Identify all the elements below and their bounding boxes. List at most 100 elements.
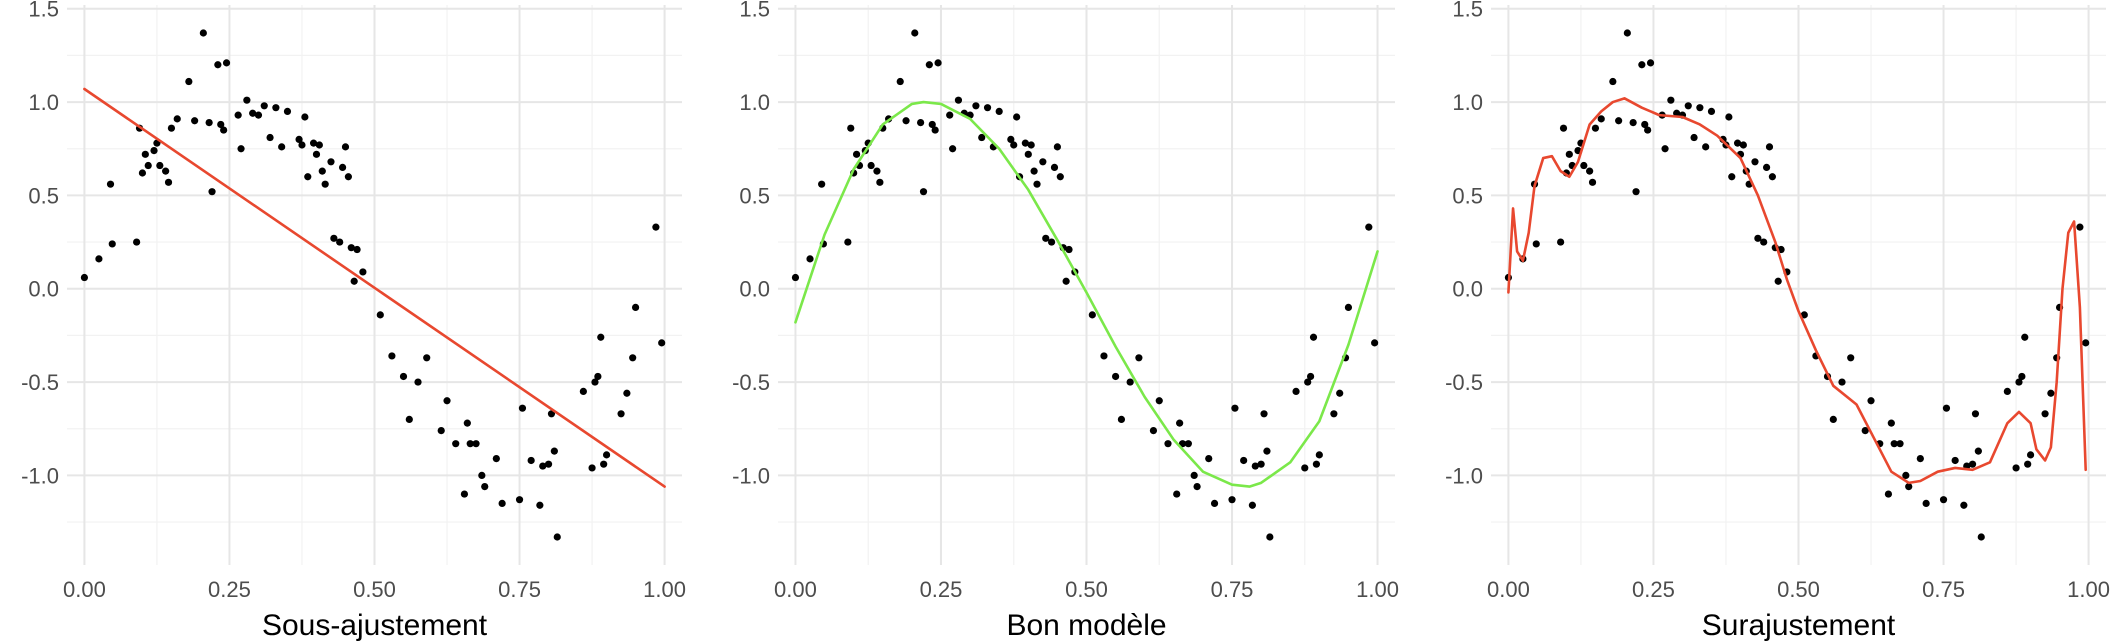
data-point xyxy=(617,410,625,418)
data-point xyxy=(818,180,826,188)
data-point xyxy=(791,273,800,282)
data-point xyxy=(173,115,181,123)
data-point xyxy=(1661,145,1669,153)
data-point xyxy=(309,139,318,147)
fit-curve xyxy=(83,87,666,488)
data-point xyxy=(553,533,561,541)
data-point xyxy=(591,378,599,386)
data-point xyxy=(388,352,396,360)
data-point xyxy=(931,126,939,134)
data-point xyxy=(527,456,535,465)
data-point xyxy=(1033,180,1041,188)
data-point xyxy=(978,133,986,142)
data-point xyxy=(1251,462,1259,470)
data-point xyxy=(1193,483,1201,491)
data-point xyxy=(1673,109,1681,117)
data-point xyxy=(1861,427,1869,435)
data-point xyxy=(844,238,852,246)
data-point xyxy=(1968,460,1977,468)
scatter-points xyxy=(1504,29,2090,541)
data-point xyxy=(1597,115,1605,123)
x-tick-label: 0.00 xyxy=(774,577,817,602)
data-point xyxy=(1591,124,1600,132)
data-point xyxy=(919,188,928,196)
data-point xyxy=(2076,223,2084,231)
y-tick-label: 1.0 xyxy=(28,90,59,115)
data-point xyxy=(414,378,422,386)
data-point xyxy=(1365,223,1373,231)
data-point xyxy=(478,471,486,479)
data-point xyxy=(1190,471,1198,479)
data-point xyxy=(312,150,321,158)
data-point xyxy=(1371,339,1379,347)
data-point xyxy=(460,490,469,498)
data-point xyxy=(954,96,963,104)
data-point xyxy=(515,496,524,504)
data-point xyxy=(481,483,489,491)
data-point xyxy=(156,161,164,170)
data-point xyxy=(594,372,602,381)
data-point xyxy=(249,109,257,117)
data-point xyxy=(1629,119,1637,127)
data-point xyxy=(353,245,361,254)
data-point xyxy=(283,107,292,115)
data-point xyxy=(1974,447,1982,455)
data-point xyxy=(321,180,329,188)
data-point xyxy=(266,133,274,142)
data-point xyxy=(338,163,347,171)
data-point xyxy=(949,145,957,153)
data-point xyxy=(1916,455,1924,463)
data-point xyxy=(1210,499,1219,507)
data-point xyxy=(298,141,306,149)
data-point xyxy=(2082,339,2090,347)
y-tick-label: 0.5 xyxy=(739,183,770,208)
data-point xyxy=(1056,173,1064,181)
data-point xyxy=(1100,352,1108,360)
data-point xyxy=(518,404,527,412)
data-point xyxy=(341,143,350,151)
y-tick-label: 1.5 xyxy=(1452,0,1483,22)
data-point xyxy=(867,161,875,170)
data-point xyxy=(2024,460,2032,468)
data-point xyxy=(437,427,445,435)
data-point xyxy=(902,117,910,125)
x-tick-label: 1.00 xyxy=(643,577,686,602)
x-tick-label: 1.00 xyxy=(1356,577,1399,602)
x-tick-label: 0.75 xyxy=(1922,577,1965,602)
data-point xyxy=(1173,490,1181,498)
data-point xyxy=(1042,234,1050,242)
x-tick-label: 0.50 xyxy=(353,577,396,602)
data-point xyxy=(917,119,925,127)
data-point xyxy=(1774,277,1782,285)
data-point xyxy=(1027,141,1035,149)
data-point xyxy=(1829,415,1837,423)
data-point xyxy=(1646,59,1655,67)
data-point xyxy=(547,410,556,418)
data-point xyxy=(243,96,251,104)
data-point xyxy=(1609,77,1617,86)
data-point xyxy=(1309,333,1318,341)
data-point xyxy=(1248,501,1256,509)
data-point xyxy=(1178,440,1187,448)
data-point xyxy=(106,180,115,188)
x-axis-title: Sous-ajustement xyxy=(262,609,488,642)
data-point xyxy=(492,455,500,463)
x-tick-label: 0.75 xyxy=(498,577,541,602)
scatter-points xyxy=(80,29,666,541)
data-point xyxy=(1690,133,1698,142)
y-tick-label: 1.0 xyxy=(739,90,770,115)
x-axis-title: Surajustement xyxy=(1702,609,1896,642)
data-point xyxy=(550,447,558,455)
data-point xyxy=(1768,173,1776,181)
data-point xyxy=(1762,163,1771,171)
data-point xyxy=(1942,404,1951,412)
data-point xyxy=(133,238,141,246)
data-point xyxy=(1164,440,1172,448)
data-point xyxy=(214,61,222,69)
y-tick-label: 0.0 xyxy=(739,277,770,302)
data-point xyxy=(544,460,553,468)
data-point xyxy=(1240,456,1248,465)
data-point xyxy=(1951,456,1959,465)
data-point xyxy=(327,158,335,166)
